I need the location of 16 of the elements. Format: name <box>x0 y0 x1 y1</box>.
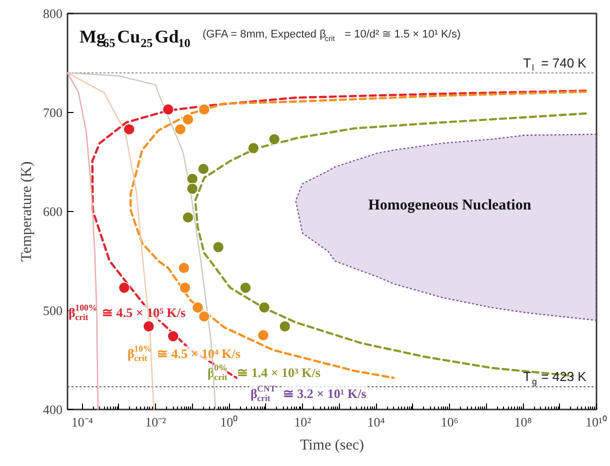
y-tick-label: 700 <box>43 105 62 120</box>
y-axis-title: Temperature (K) <box>19 161 35 262</box>
annotation: Homogeneous Nucleation <box>368 198 532 214</box>
y-tick-label: 400 <box>43 402 62 417</box>
y-tick-label: 600 <box>43 204 62 219</box>
y-tick-label: 500 <box>43 303 62 318</box>
x-tick-label: 10⁴ <box>367 414 386 430</box>
x-tick-label: 10⁰ <box>220 414 238 430</box>
x-tick-label: 10⁻⁴ <box>71 414 94 430</box>
x-tick-label: 10⁸ <box>514 414 532 430</box>
x-tick-label: 10⁶ <box>440 414 458 430</box>
x-tick-label: 10² <box>294 414 312 430</box>
x-tick-label: 10⁻² <box>145 414 166 430</box>
x-axis-title: Time (sec) <box>300 438 364 454</box>
x-tick-label: 10¹⁰ <box>586 414 608 430</box>
y-tick-label: 800 <box>43 6 62 21</box>
